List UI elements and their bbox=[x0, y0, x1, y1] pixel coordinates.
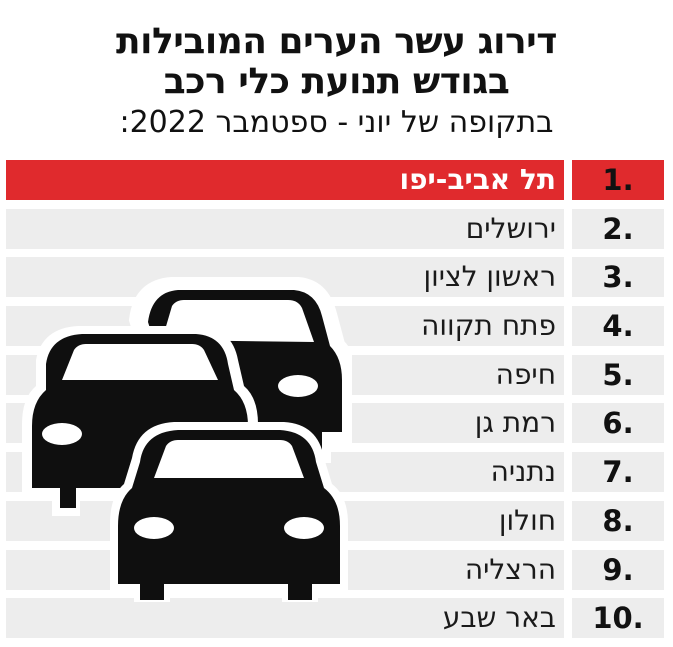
table-row: פתח תקווה 4. bbox=[6, 306, 664, 347]
chart-header: דירוג עשר הערים המובילות בגודש תנועת כלי… bbox=[0, 0, 673, 142]
chart-subtitle: בתקופה של יוני - ספטמבר 2022: bbox=[119, 105, 554, 140]
rank-number: 10. bbox=[572, 598, 664, 639]
rank-number: 2. bbox=[572, 208, 664, 249]
city-name: חיפה bbox=[6, 354, 564, 395]
rank-number: 1. bbox=[572, 160, 664, 200]
city-name: פתח תקווה bbox=[6, 306, 564, 347]
rank-number: 5. bbox=[572, 354, 664, 395]
city-name: חולון bbox=[6, 500, 564, 541]
rank-number: 3. bbox=[572, 257, 664, 298]
city-name: ירושלים bbox=[6, 208, 564, 249]
rank-number: 9. bbox=[572, 549, 664, 590]
rank-number: 8. bbox=[572, 500, 664, 541]
chart-title-line-1: דירוג עשר הערים המובילות bbox=[116, 21, 557, 62]
city-name: נתניה bbox=[6, 452, 564, 493]
table-row: באר שבע 10. bbox=[6, 598, 664, 639]
table-row: ראשון לציון 3. bbox=[6, 257, 664, 298]
table-row: חולון 8. bbox=[6, 500, 664, 541]
rank-number: 7. bbox=[572, 452, 664, 493]
table-row: הרצליה 9. bbox=[6, 549, 664, 590]
ranking-table: תל אביב-יפו 1. ירושלים 2. ראשון לציון 3. פתח ת… bbox=[6, 160, 664, 647]
table-row: נתניה 7. bbox=[6, 452, 664, 493]
chart-title-line-2: בגודש תנועת כלי רכב bbox=[163, 61, 510, 102]
city-name: באר שבע bbox=[6, 598, 564, 639]
rank-number: 4. bbox=[572, 306, 664, 347]
city-name: ראשון לציון bbox=[6, 257, 564, 298]
table-row: תל אביב-יפו 1. bbox=[6, 160, 664, 200]
city-name: הרצליה bbox=[6, 549, 564, 590]
city-name: תל אביב-יפו bbox=[6, 160, 564, 200]
table-row: חיפה 5. bbox=[6, 354, 664, 395]
city-name: רמת גן bbox=[6, 403, 564, 444]
table-row: ירושלים 2. bbox=[6, 208, 664, 249]
table-row: רמת גן 6. bbox=[6, 403, 664, 444]
rank-number: 6. bbox=[572, 403, 664, 444]
